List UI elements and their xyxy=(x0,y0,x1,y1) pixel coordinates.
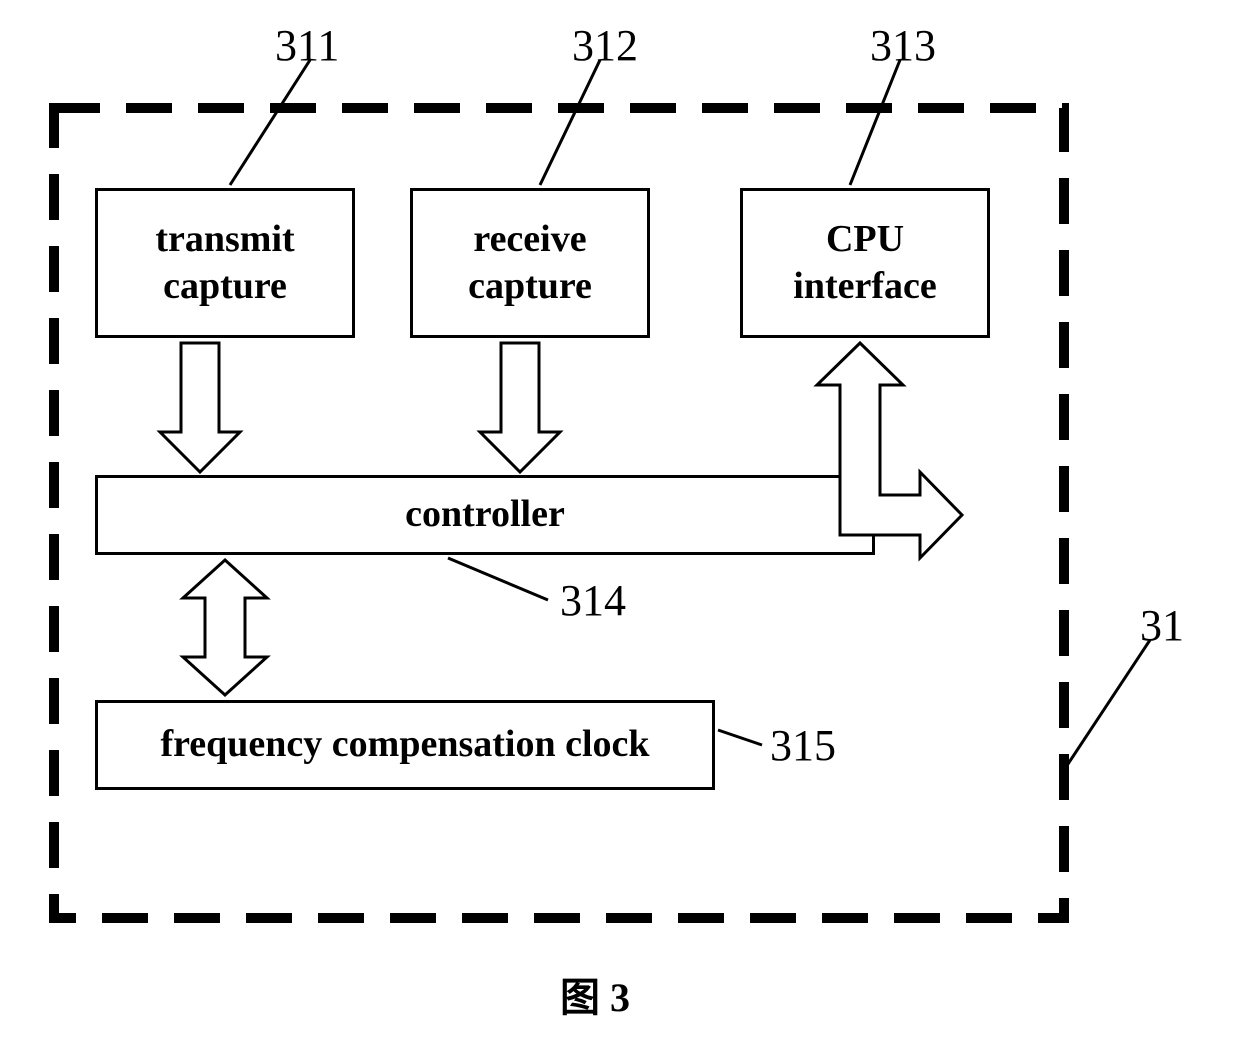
leader-313 xyxy=(850,60,900,185)
ref-31: 31 xyxy=(1140,600,1184,651)
ref-312: 312 xyxy=(572,20,638,71)
leader-314 xyxy=(448,558,548,600)
ref-313: 313 xyxy=(870,20,936,71)
label-cpu-interface: CPU interface xyxy=(793,216,936,311)
block-transmit-capture: transmit capture xyxy=(95,188,355,338)
leader-lines xyxy=(230,60,1150,770)
ref-311: 311 xyxy=(275,20,339,71)
ref-315: 315 xyxy=(770,720,836,771)
diagram-canvas: transmit capture receive capture CPU int… xyxy=(0,0,1246,1042)
block-cpu-interface: CPU interface xyxy=(740,188,990,338)
arrow-controller-clock-bidir xyxy=(183,560,267,695)
block-controller: controller xyxy=(95,475,875,555)
block-freq-clock: frequency compensation clock xyxy=(95,700,715,790)
label-freq-clock: frequency compensation clock xyxy=(160,721,649,769)
ref-314: 314 xyxy=(560,575,626,626)
arrow-rx-to-controller xyxy=(480,343,560,472)
figure-caption: 图 3 xyxy=(560,965,630,1023)
leader-311 xyxy=(230,60,310,185)
arrow-tx-to-controller xyxy=(160,343,240,472)
leader-315 xyxy=(718,730,762,745)
label-controller: controller xyxy=(405,491,565,539)
label-transmit-capture: transmit capture xyxy=(155,216,294,311)
leader-312 xyxy=(540,60,600,185)
leader-31 xyxy=(1064,640,1150,770)
label-receive-capture: receive capture xyxy=(468,216,592,311)
block-receive-capture: receive capture xyxy=(410,188,650,338)
